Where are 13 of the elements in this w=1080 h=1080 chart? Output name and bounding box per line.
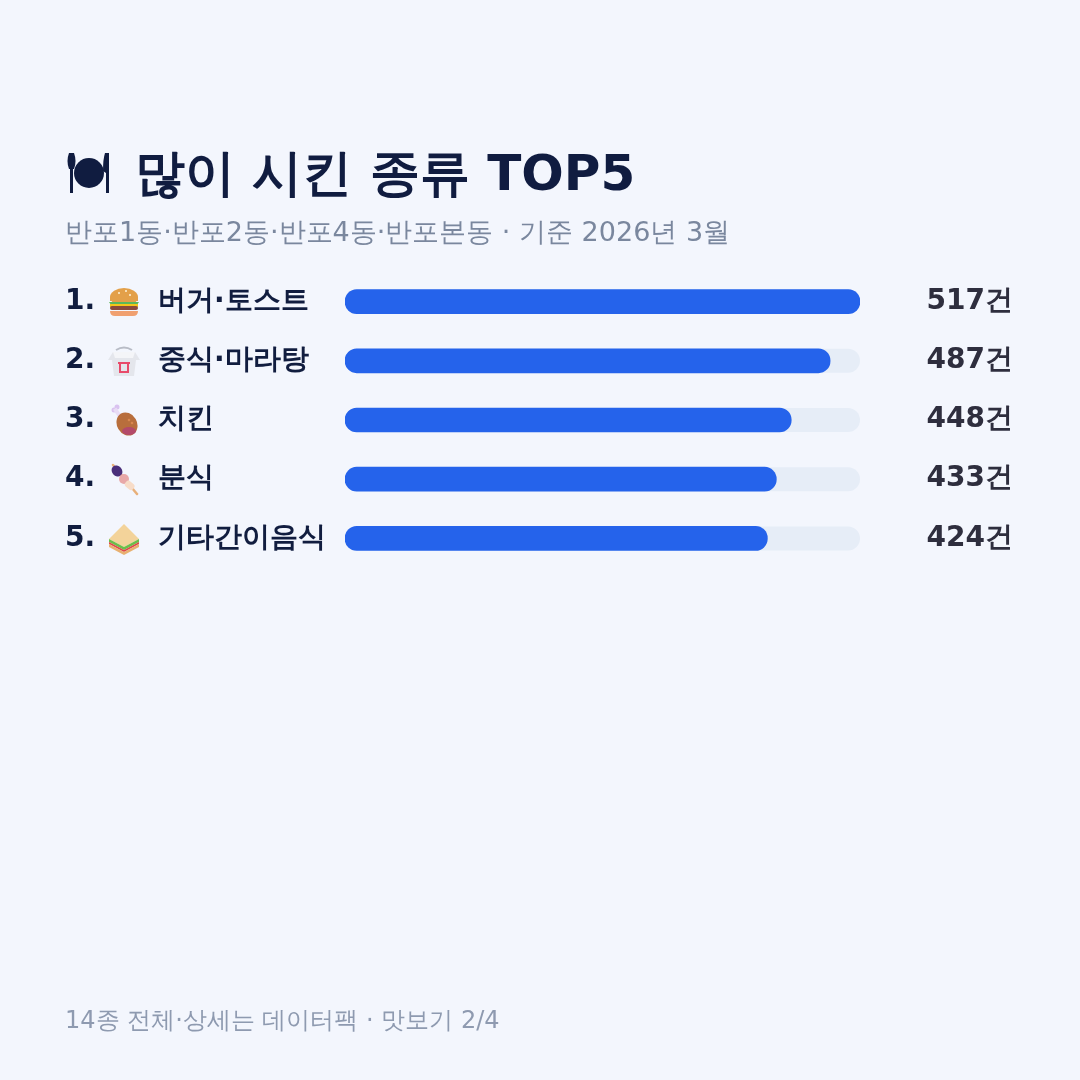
chart-subtitle: 반포1동·반포2동·반포4동·반포본동 · 기준 2026년 3월 [65, 215, 731, 249]
data-label: 448건 [926, 401, 1013, 435]
category-label: 3. 치킨 [65, 401, 214, 435]
category-label: 1. 버거·토스트 [65, 282, 309, 316]
category-label: 5. 기타간이음식 [65, 519, 326, 553]
data-label: 424건 [926, 519, 1013, 553]
data-label: 487건 [926, 342, 1013, 376]
text: 14종 전체·상세는 데이터팩 · 맛보기 2/4 [65, 1005, 500, 1036]
category-label: 2. 중식·마라탕 [65, 342, 309, 376]
data-label: 517건 [926, 282, 1013, 316]
category-label: 4. 분식 [65, 460, 214, 494]
data-label: 433건 [926, 460, 1013, 494]
chart-title: 많이 시킨 종류 TOP5 [135, 143, 636, 204]
